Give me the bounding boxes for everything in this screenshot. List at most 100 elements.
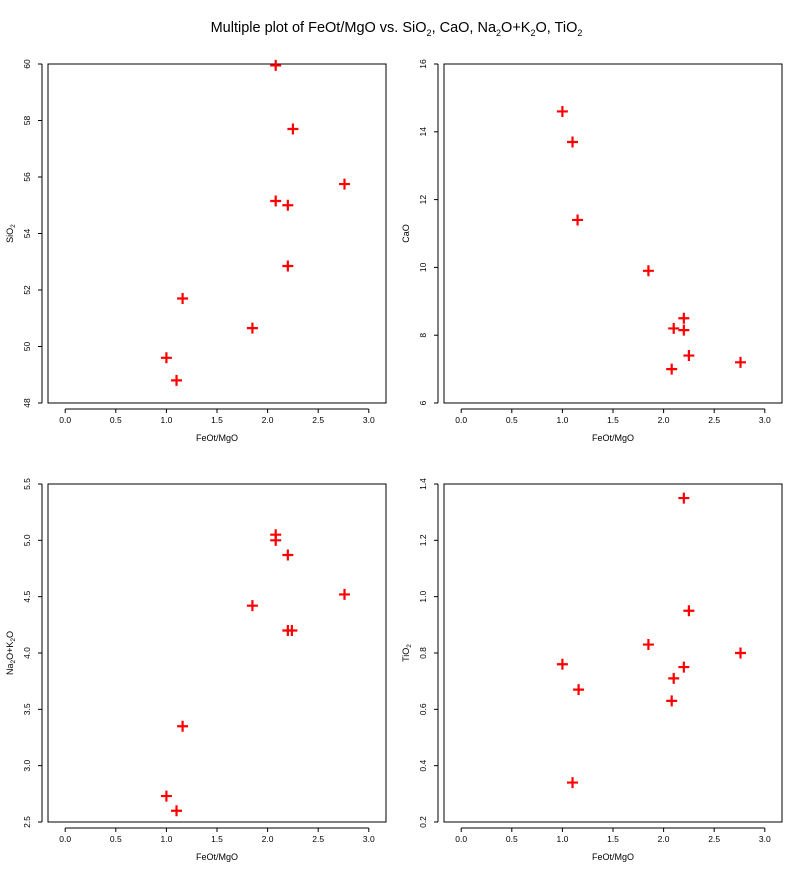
data-point-plus-marker — [282, 199, 294, 211]
x-tick-label: 2.0 — [658, 834, 670, 844]
x-tick-label: 2.5 — [708, 415, 720, 425]
data-point-plus-marker — [171, 374, 183, 386]
x-tick-label: 1.5 — [211, 834, 223, 844]
data-point-plus-marker — [567, 136, 579, 148]
plot-frame — [47, 483, 387, 823]
x-tick-label: 0.0 — [455, 415, 467, 425]
x-tick-label: 1.5 — [607, 415, 619, 425]
plot-frame — [47, 63, 387, 404]
y-tick-label: 58 — [22, 116, 32, 126]
plot-frame — [443, 483, 783, 823]
x-tick-label: 2.0 — [262, 834, 274, 844]
x-tick-label: 2.5 — [312, 415, 324, 425]
title-part: Multiple plot of FeOt — [210, 20, 341, 36]
y-tick-label: 0.8 — [418, 647, 428, 659]
x-tick-label: 3.0 — [759, 834, 771, 844]
data-point-plus-marker — [282, 260, 294, 272]
x-tick-label: 2.5 — [708, 834, 720, 844]
data-point-plus-marker — [287, 123, 299, 135]
data-point-plus-marker — [683, 605, 695, 617]
x-tick-label: 1.0 — [160, 834, 172, 844]
y-tick-label: 4.5 — [22, 590, 32, 602]
y-axis-title: SiO2 — [5, 224, 17, 243]
data-point-plus-marker — [339, 588, 351, 600]
title-part: O, TiO — [535, 20, 578, 36]
y-tick-label: 48 — [22, 398, 32, 408]
x-tick-label: 3.0 — [363, 415, 375, 425]
y-tick-label: 1.2 — [418, 534, 428, 546]
x-tick-label: 0.0 — [455, 834, 467, 844]
scatter-panel-2: 0.0 0.5 1.0 1.5 2.0 2.5 3.0 6 8 10 12 14 16 FeOt/MgO C… — [401, 59, 783, 443]
data-point-plus-marker — [246, 322, 258, 334]
data-point-plus-marker — [642, 265, 654, 277]
y-tick-label: 50 — [22, 342, 32, 352]
title-subscript: 2 — [577, 27, 583, 38]
chart-main-title: Multiple plot of FeOt/MgO vs. SiO 2 , CaO,… — [0, 20, 793, 38]
data-point-plus-marker — [171, 805, 183, 817]
data-point-plus-marker — [735, 647, 747, 659]
y-tick-label: 5.5 — [22, 478, 32, 490]
y-tick-label: 1.0 — [418, 590, 428, 602]
x-tick-label: 1.0 — [556, 834, 568, 844]
data-point-plus-marker — [668, 672, 680, 684]
title-part: / — [340, 20, 345, 36]
x-tick-label: 0.5 — [110, 415, 122, 425]
data-point-plus-marker — [270, 534, 282, 546]
data-point-plus-marker — [678, 312, 690, 324]
data-point-plus-marker — [573, 684, 585, 696]
title-part: K — [520, 20, 531, 36]
data-point-plus-marker — [246, 600, 258, 612]
x-tick-label: 1.0 — [160, 415, 172, 425]
data-point-plus-marker — [556, 105, 568, 117]
data-point-plus-marker — [160, 352, 172, 364]
x-tick-label: 2.0 — [262, 415, 274, 425]
data-point-plus-marker — [678, 492, 690, 504]
x-tick-label: 3.0 — [759, 415, 771, 425]
scatter-panel-4: 0.0 0.5 1.0 1.5 2.0 2.5 3.0 0.2 0.4 0.6 0.8 1.0 1.2 1… — [401, 478, 783, 862]
data-point-plus-marker — [678, 324, 690, 336]
x-tick-label: 2.5 — [312, 834, 324, 844]
y-tick-label: 60 — [22, 59, 32, 69]
data-point-plus-marker — [556, 658, 568, 670]
data-point-plus-marker — [177, 720, 189, 732]
data-point-plus-marker — [735, 356, 747, 368]
y-tick-label: 3.5 — [22, 703, 32, 715]
x-tick-label: 1.5 — [607, 834, 619, 844]
x-axis-title: FeOt/MgO — [196, 852, 238, 862]
x-tick-label: 1.5 — [211, 415, 223, 425]
x-tick-label: 1.0 — [556, 415, 568, 425]
y-tick-label: 5.0 — [22, 534, 32, 546]
x-tick-label: 0.5 — [110, 834, 122, 844]
x-tick-label: 0.5 — [506, 415, 518, 425]
y-axis-title: CaO — [401, 224, 411, 243]
x-tick-label: 0.0 — [59, 834, 71, 844]
plot-frame — [443, 63, 783, 404]
data-point-plus-marker — [177, 292, 189, 304]
y-tick-label: 56 — [22, 172, 32, 182]
y-tick-label: 4.0 — [22, 647, 32, 659]
title-part: O — [501, 20, 513, 36]
data-point-plus-marker — [642, 639, 654, 651]
y-tick-label: 3.0 — [22, 759, 32, 771]
data-point-plus-marker — [270, 59, 282, 71]
y-tick-label: 14 — [418, 127, 428, 137]
x-tick-label: 0.0 — [59, 415, 71, 425]
y-tick-label: 2.5 — [22, 816, 32, 828]
x-tick-label: 2.0 — [658, 415, 670, 425]
y-axis-title: Na2O+K2O — [5, 631, 17, 675]
data-point-plus-marker — [567, 777, 579, 789]
title-part: , CaO, Na — [431, 20, 497, 36]
title-part: + — [512, 20, 521, 36]
title-subscript: 2 — [530, 27, 536, 38]
y-tick-label: 10 — [418, 262, 428, 272]
scatter-panel-1: 0.0 0.5 1.0 1.5 2.0 2.5 3.0 48 50 52 54 56 58 60 FeOt/… — [5, 59, 387, 443]
data-point-plus-marker — [678, 661, 690, 673]
y-tick-label: 16 — [418, 59, 428, 69]
data-point-plus-marker — [668, 322, 680, 334]
title-part: MgO vs. SiO — [344, 20, 427, 36]
x-axis-title: FeOt/MgO — [592, 433, 634, 443]
x-axis-title: FeOt/MgO — [196, 433, 238, 443]
x-axis-title: FeOt/MgO — [592, 852, 634, 862]
y-tick-label: 0.2 — [418, 816, 428, 828]
